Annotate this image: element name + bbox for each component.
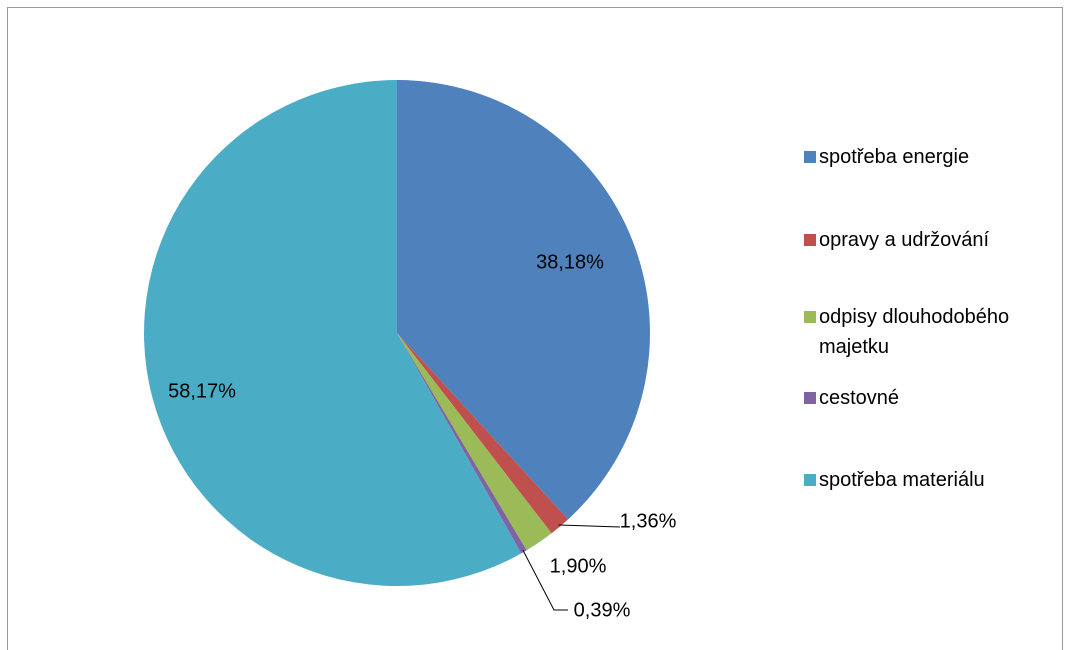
pie-slice [397, 333, 552, 551]
legend-label: spotřeba materiálu [819, 469, 985, 491]
legend-item: odpisy dlouhodobého majetku [804, 302, 1029, 362]
data-label: 1,90% [550, 555, 607, 577]
pie-slice [397, 333, 569, 534]
legend-label: odpisy dlouhodobého majetku [819, 306, 1010, 358]
pie-slice [143, 80, 522, 586]
legend-item: spotřeba materiálu [804, 465, 1029, 495]
legend-swatch [804, 234, 816, 246]
data-label: 58,17% [168, 380, 236, 402]
legend-item: cestovné [804, 383, 1029, 413]
data-label: 38,18% [536, 251, 604, 273]
legend-swatch [804, 392, 816, 404]
data-label: 0,39% [574, 599, 631, 621]
legend-swatch [804, 151, 816, 163]
data-label: 1,36% [620, 510, 677, 532]
legend-label: opravy a udržování [819, 229, 990, 251]
legend-label: spotřeba energie [819, 146, 970, 168]
legend-swatch [804, 474, 816, 486]
leader-line [558, 524, 621, 528]
pie-slice [397, 80, 651, 520]
chart-border [7, 7, 1063, 650]
leader-line [522, 549, 568, 611]
legend-item: spotřeba energie [804, 142, 1029, 172]
pie-slice [397, 333, 527, 554]
legend-item: opravy a udržování [804, 225, 1029, 255]
legend-label: cestovné [819, 387, 900, 409]
legend-swatch [804, 311, 816, 323]
